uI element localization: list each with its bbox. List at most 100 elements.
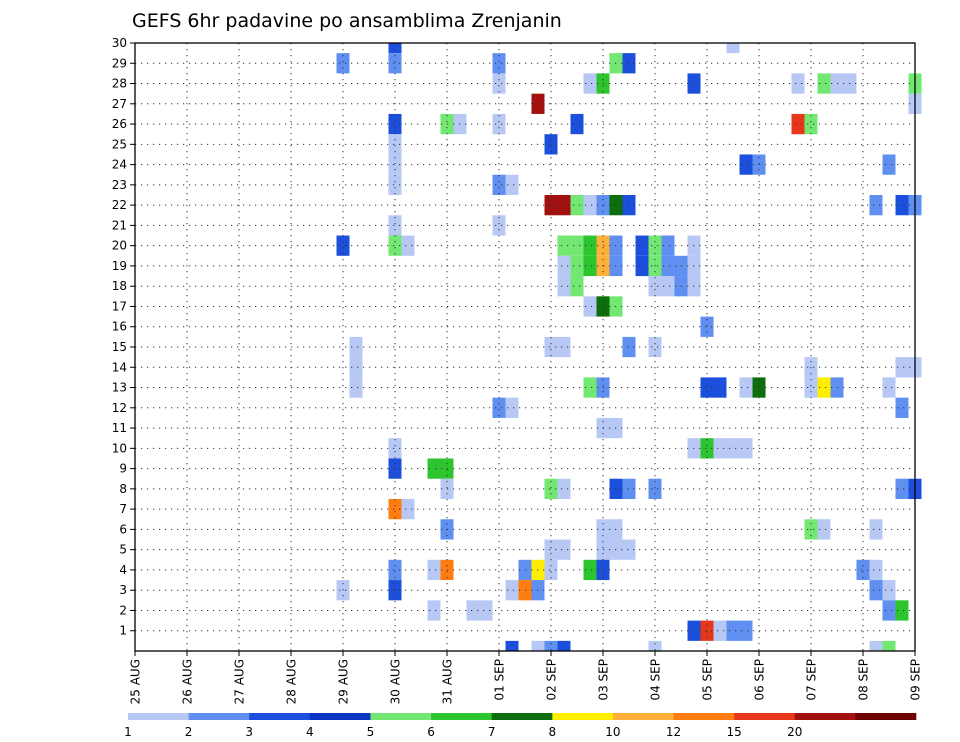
heatmap-cell xyxy=(427,559,441,581)
y-tick-label: 8 xyxy=(119,482,127,496)
heatmap-cell xyxy=(869,195,883,216)
heatmap-cell xyxy=(700,620,714,641)
heatmap-cell xyxy=(570,255,584,277)
heatmap-cell xyxy=(648,478,662,499)
heatmap-cell xyxy=(336,53,350,74)
colorbar-segment xyxy=(431,713,492,720)
heatmap-cell xyxy=(869,640,883,651)
heatmap-cell xyxy=(557,539,571,560)
heatmap-cell xyxy=(622,478,636,499)
heatmap-cell xyxy=(622,539,636,560)
heatmap-cell xyxy=(869,559,883,581)
y-tick-label: 11 xyxy=(112,421,127,435)
heatmap-cell xyxy=(583,195,597,216)
x-tick-label: 03 SEP xyxy=(597,659,611,701)
colorbar-label: 3 xyxy=(245,725,253,739)
heatmap-cell xyxy=(544,539,558,560)
heatmap-cell xyxy=(791,113,805,135)
heatmap-cell xyxy=(557,478,571,499)
heatmap-cell xyxy=(882,580,896,601)
heatmap-cell xyxy=(492,174,506,195)
heatmap-cell xyxy=(557,235,571,256)
heatmap-cell xyxy=(661,235,675,256)
heatmap-cell xyxy=(648,336,662,358)
heatmap-cell xyxy=(401,235,415,256)
heatmap-cell xyxy=(726,438,740,459)
colorbar-label: 4 xyxy=(306,725,314,739)
heatmap-cell xyxy=(583,296,597,317)
y-tick-label: 29 xyxy=(112,56,127,70)
heatmap-cell xyxy=(895,478,909,499)
heatmap-cell xyxy=(583,559,597,581)
heatmap-cell xyxy=(479,600,493,621)
heatmap-cell xyxy=(882,640,896,651)
heatmap-cell xyxy=(388,438,402,459)
heatmap-cell xyxy=(492,113,506,135)
y-tick-label: 3 xyxy=(119,583,127,597)
colorbar-segment xyxy=(552,713,614,720)
heatmap-cell xyxy=(544,640,558,651)
x-tick-label: 28 AUG xyxy=(285,659,299,704)
grid-lines xyxy=(135,43,915,651)
heatmap-cell xyxy=(349,377,363,398)
heatmap-cell xyxy=(557,640,571,651)
heatmap-cell xyxy=(388,499,402,520)
heatmap-cell xyxy=(895,397,909,418)
heatmap-cell xyxy=(648,640,662,651)
y-tick-label: 1 xyxy=(119,624,127,638)
heatmap-cell xyxy=(648,276,662,297)
y-tick-label: 6 xyxy=(119,522,127,536)
heatmap-cell xyxy=(388,174,402,195)
heatmap-cell xyxy=(388,134,402,155)
heatmap-cell xyxy=(557,195,571,216)
heatmap-cell xyxy=(739,377,753,398)
y-tick-label: 4 xyxy=(119,563,127,577)
heatmap-cell xyxy=(505,580,519,601)
y-tick-label: 9 xyxy=(119,462,127,476)
heatmap-cell xyxy=(505,397,519,418)
colorbar-segment xyxy=(673,713,735,720)
heatmap-cell xyxy=(544,478,558,499)
heatmap-cell xyxy=(388,113,402,135)
colorbar-label: 8 xyxy=(548,725,556,739)
heatmap-cell xyxy=(817,519,831,540)
heatmap-cell xyxy=(557,276,571,297)
colorbar-segment xyxy=(794,713,856,720)
colorbar-label: 5 xyxy=(367,725,375,739)
y-tick-label: 21 xyxy=(112,218,127,232)
y-tick-label: 18 xyxy=(112,279,127,293)
heatmap-cell xyxy=(336,235,350,256)
heatmap-cell xyxy=(583,235,597,256)
x-tick-label: 08 SEP xyxy=(857,659,871,701)
colorbar-segment xyxy=(612,713,674,720)
heatmap-cell xyxy=(388,43,402,54)
x-tick-label: 27 AUG xyxy=(233,659,247,704)
y-tick-label: 5 xyxy=(119,543,127,557)
heatmap-cell xyxy=(648,235,662,256)
heatmap-cell xyxy=(700,377,714,398)
x-tick-label: 02 SEP xyxy=(545,659,559,701)
x-tick-label: 07 SEP xyxy=(805,659,819,701)
heatmap-cells xyxy=(336,43,922,651)
heatmap-cell xyxy=(388,458,402,479)
heatmap-cell xyxy=(505,640,519,651)
y-tick-label: 30 xyxy=(112,36,127,50)
colorbar-segment xyxy=(855,713,917,720)
y-tick-label: 13 xyxy=(112,381,127,395)
colorbar-segment xyxy=(128,713,189,720)
heatmap-cell xyxy=(700,438,714,459)
y-tick-label: 2 xyxy=(119,603,127,617)
heatmap-cell xyxy=(804,113,818,135)
colorbar: 1 2 3 4 5 6 7 8 10 12 15 20 xyxy=(124,713,917,739)
heatmap-cell xyxy=(570,235,584,256)
heatmap-cell xyxy=(817,73,831,94)
colorbar-segment xyxy=(249,713,311,720)
heatmap-cell xyxy=(492,73,506,94)
heatmap-cell xyxy=(726,620,740,641)
heatmap-cell xyxy=(882,600,896,621)
y-tick-label: 26 xyxy=(112,117,127,131)
heatmap-cell xyxy=(557,255,571,277)
x-tick-label: 09 SEP xyxy=(909,659,923,701)
colorbar-label: 1 xyxy=(124,725,132,739)
